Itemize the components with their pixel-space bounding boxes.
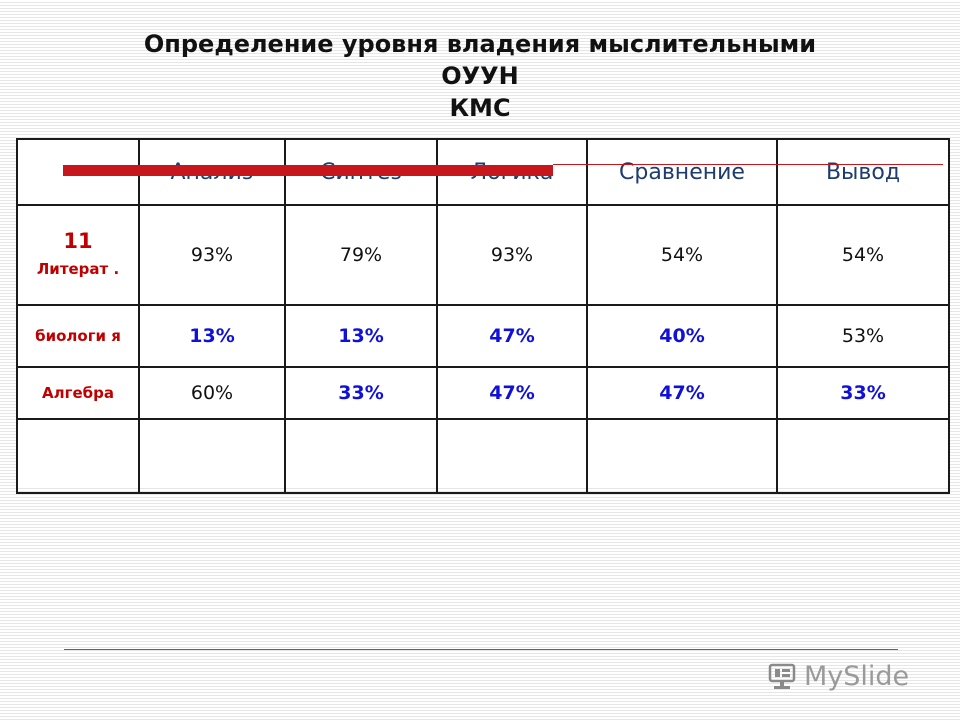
table-cell-empty — [586, 418, 778, 494]
row-label-class: 11 — [63, 229, 93, 253]
table-cell: 54% — [776, 204, 950, 306]
title-line-2: ОУУН — [441, 62, 519, 90]
table-cell-empty — [776, 418, 950, 494]
row-label-literature: 11 Литерат . — [16, 204, 140, 306]
table-row: биологи я 13% 13% 47% 40% 53% — [16, 304, 950, 368]
table-cell-empty — [284, 418, 438, 494]
title-line-1: Определение уровня владения мыслительным… — [143, 30, 817, 58]
table-cell: 13% — [284, 304, 438, 368]
table-row-empty — [16, 418, 950, 494]
title-line-3: КМС — [449, 94, 511, 122]
table-row: Алгебра 60% 33% 47% 47% 33% — [16, 366, 950, 420]
watermark-text: MySlide — [804, 660, 910, 692]
table-cell: 93% — [436, 204, 588, 306]
table-cell: 47% — [586, 366, 778, 420]
slide-title: Определение уровня владения мыслительным… — [0, 28, 960, 124]
column-header-sravnenie: Сравнение — [586, 138, 778, 206]
row-label-subject: биологи я — [35, 327, 121, 345]
table-cell-empty — [16, 418, 140, 494]
column-header-vyvod: Вывод — [776, 138, 950, 206]
row-label-subject: Алгебра — [42, 384, 114, 402]
red-accent-line — [553, 164, 943, 165]
table-cell: 53% — [776, 304, 950, 368]
footer-divider-line — [64, 649, 898, 650]
red-accent-bar — [63, 165, 553, 176]
table-cell: 33% — [776, 366, 950, 420]
row-label-algebra: Алгебра — [16, 366, 140, 420]
myshared-watermark: MySlide — [768, 656, 909, 696]
table-cell: 54% — [586, 204, 778, 306]
table-cell: 13% — [138, 304, 286, 368]
myshared-logo-icon — [768, 663, 796, 689]
table-row: 11 Литерат . 93% 79% 93% 54% 54% — [16, 204, 950, 306]
table-cell: 47% — [436, 304, 588, 368]
results-table: Анализ Синтез Логика Сравнение Вывод 11 … — [16, 138, 950, 494]
table-cell: 93% — [138, 204, 286, 306]
table-cell: 33% — [284, 366, 438, 420]
table-cell: 60% — [138, 366, 286, 420]
table-cell-empty — [436, 418, 588, 494]
row-label-biology: биологи я — [16, 304, 140, 368]
table-cell: 47% — [436, 366, 588, 420]
row-label-subject: Литерат . — [36, 260, 120, 278]
table-cell-empty — [138, 418, 286, 494]
results-table-container: Анализ Синтез Логика Сравнение Вывод 11 … — [16, 138, 950, 494]
table-cell: 40% — [586, 304, 778, 368]
table-cell: 79% — [284, 204, 438, 306]
